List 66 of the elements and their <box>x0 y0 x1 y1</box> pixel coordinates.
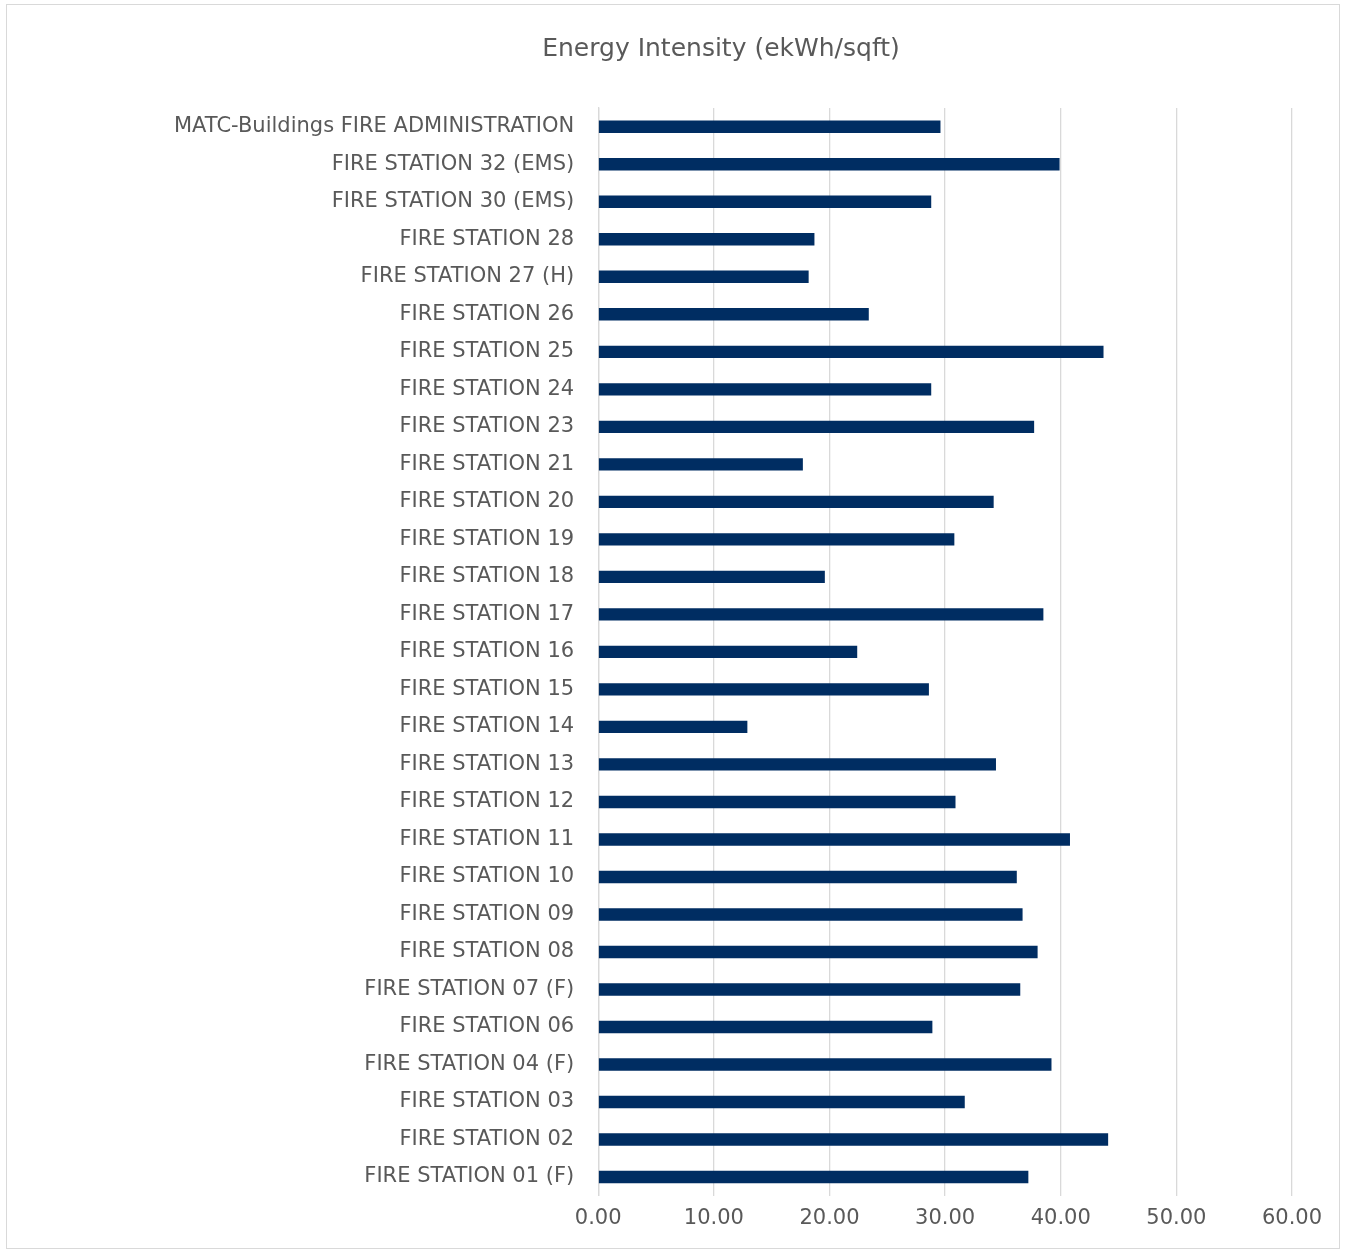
y-tick-label: FIRE STATION 12 <box>399 788 575 813</box>
y-tick-label: FIRE STATION 01 (F) <box>364 1163 575 1188</box>
bar <box>598 195 932 208</box>
y-tick-label: FIRE STATION 16 <box>399 638 575 663</box>
bar <box>598 158 1060 171</box>
y-tick-label: FIRE STATION 07 (F) <box>364 975 575 1000</box>
y-tick-label: FIRE STATION 06 <box>399 1013 575 1038</box>
bar <box>598 120 941 133</box>
bar <box>598 495 994 509</box>
y-tick-label: FIRE STATION 26 <box>399 300 575 325</box>
bar <box>598 720 748 734</box>
y-tick-label: FIRE STATION 02 <box>399 1125 575 1150</box>
bar <box>598 683 929 696</box>
y-tick-label: FIRE STATION 25 <box>399 338 575 363</box>
bar <box>598 345 1104 359</box>
bar <box>598 458 803 471</box>
y-tick-label: FIRE STATION 21 <box>399 450 575 475</box>
bar <box>598 383 932 396</box>
y-tick-label: FIRE STATION 18 <box>399 563 575 588</box>
y-tick-label: FIRE STATION 11 <box>399 825 575 850</box>
y-tick-label: FIRE STATION 24 <box>399 375 575 400</box>
y-tick-label: FIRE STATION 28 <box>399 225 575 250</box>
bar <box>598 233 815 246</box>
y-tick-label: FIRE STATION 04 (F) <box>364 1050 575 1075</box>
y-tick-label: MATC-Buildings FIRE ADMINISTRATION <box>174 113 575 138</box>
y-tick-label: FIRE STATION 17 <box>399 600 575 625</box>
x-tick-label: 50.00 <box>1146 1204 1207 1229</box>
bar <box>598 533 955 546</box>
bar <box>598 870 1017 884</box>
y-tick-label: FIRE STATION 32 (EMS) <box>331 150 575 175</box>
bar <box>598 1095 965 1109</box>
bar <box>598 645 858 659</box>
bar <box>598 1058 1052 1071</box>
bar <box>598 758 996 771</box>
y-tick-label: FIRE STATION 20 <box>399 488 575 513</box>
bar <box>598 795 956 809</box>
bar <box>598 608 1044 621</box>
y-tick-label: FIRE STATION 03 <box>399 1088 575 1113</box>
bar <box>598 270 809 283</box>
bar <box>598 1133 1109 1146</box>
x-tick-label: 30.00 <box>915 1204 976 1229</box>
y-tick-label: FIRE STATION 08 <box>399 938 575 963</box>
x-tick-label: 0.00 <box>574 1204 622 1229</box>
bar <box>598 570 825 584</box>
y-tick-label: FIRE STATION 27 (H) <box>360 263 575 288</box>
chart-title: Energy Intensity (ekWh/sqft) <box>542 32 900 62</box>
bar <box>598 1020 933 1034</box>
y-tick-label: FIRE STATION 14 <box>399 713 575 738</box>
x-tick-label: 40.00 <box>1030 1204 1091 1229</box>
x-tick-label: 20.00 <box>799 1204 860 1229</box>
y-tick-label: FIRE STATION 15 <box>399 675 575 700</box>
bar <box>598 833 1070 846</box>
bar <box>598 1170 1029 1184</box>
y-tick-label: FIRE STATION 10 <box>399 863 575 888</box>
bar <box>598 308 869 321</box>
bar <box>598 945 1038 959</box>
y-tick-label: FIRE STATION 30 (EMS) <box>331 188 575 213</box>
y-tick-label: FIRE STATION 19 <box>399 525 575 550</box>
x-tick-label: 10.00 <box>683 1204 744 1229</box>
y-tick-label: FIRE STATION 09 <box>399 900 575 925</box>
bar <box>598 420 1035 434</box>
y-tick-label: FIRE STATION 13 <box>399 750 575 775</box>
bar <box>598 983 1021 996</box>
bar <box>598 908 1023 921</box>
y-tick-label: FIRE STATION 23 <box>399 413 575 438</box>
x-tick-label: 60.00 <box>1261 1204 1323 1229</box>
